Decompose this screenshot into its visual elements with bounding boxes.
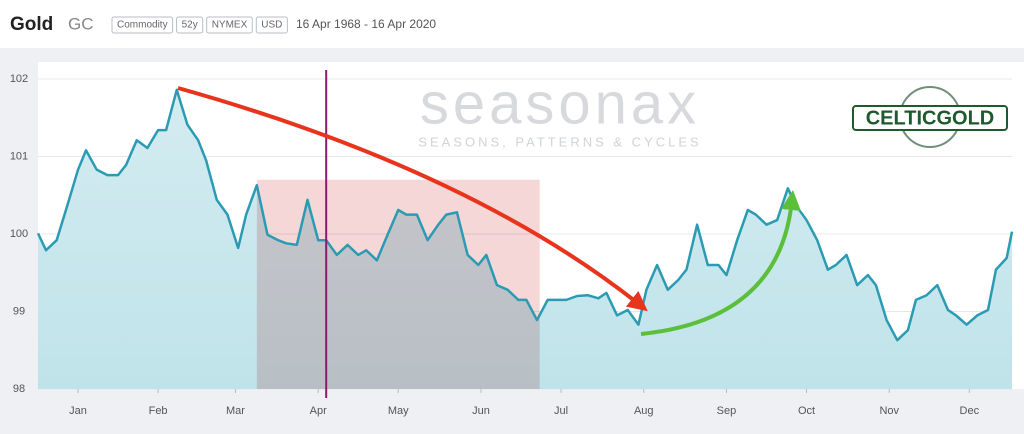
- logo-text: CELTICGOLD: [866, 107, 995, 129]
- tag-label: 52y: [182, 20, 198, 31]
- tag-label: USD: [261, 20, 282, 31]
- y-tick-label: 100: [10, 228, 28, 240]
- green-arrow: [640, 190, 801, 336]
- x-tick-label: Dec: [960, 405, 980, 417]
- line: [36, 88, 1014, 342]
- x-tick-label: Nov: [879, 405, 899, 417]
- x-tick-label: Feb: [149, 405, 168, 417]
- y-tick-label: 102: [10, 73, 28, 85]
- x-tick-label: Mar: [226, 405, 245, 417]
- title: Gold: [10, 14, 53, 35]
- y-tick-label: 101: [10, 150, 28, 162]
- x-tick-label: May: [388, 405, 409, 417]
- tags: Commodity 52y NYMEX USD: [111, 16, 288, 34]
- tag-box: [255, 16, 288, 34]
- tag-label: NYMEX: [212, 20, 248, 31]
- y-tick-label: 98: [13, 383, 25, 395]
- y-tick-label: 99: [13, 305, 25, 317]
- x-axis-band: [0, 389, 1024, 434]
- y-axis-band: [0, 62, 38, 389]
- logo: CELTICGOLD: [852, 86, 1008, 148]
- x-tick-label: Sep: [717, 405, 737, 417]
- tag-box: [111, 16, 174, 34]
- x-tick-label: Jan: [69, 405, 87, 417]
- separator: [0, 48, 1024, 62]
- x-tick-label: Apr: [310, 405, 327, 417]
- symbol: GC: [68, 14, 94, 33]
- tag-box: [176, 16, 204, 34]
- watermark-brand: seasonax: [420, 71, 700, 136]
- watermark-tagline: SEASONS, PATTERNS & CYCLES: [418, 134, 701, 149]
- x-tick-label: Jun: [472, 405, 490, 417]
- x-tick-label: Aug: [634, 405, 654, 417]
- logo-box: [852, 105, 1008, 131]
- x-tick-label: Oct: [798, 405, 815, 417]
- tag-label: Commodity: [117, 20, 168, 31]
- x-tick-label: Jul: [554, 405, 568, 417]
- red-arrow: [177, 86, 648, 312]
- date-range: 16 Apr 1968 - 16 Apr 2020: [296, 17, 436, 31]
- tag-box: [206, 16, 253, 34]
